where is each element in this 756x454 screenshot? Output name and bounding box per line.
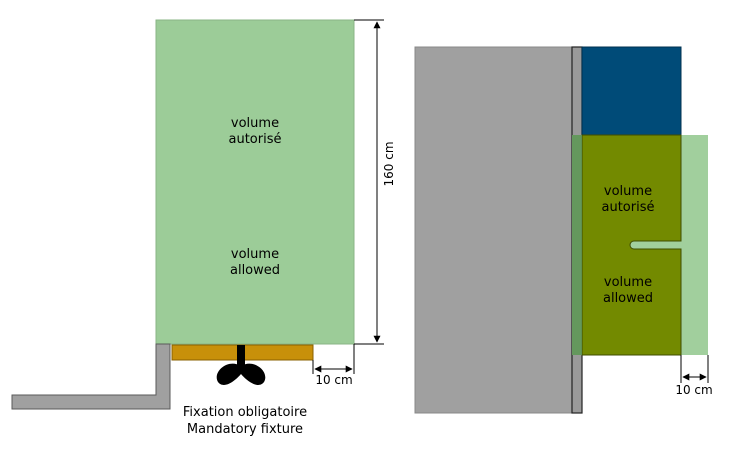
right-width-dimension-text: 10 cm [675,383,712,397]
left-width-dimension-text: 10 cm [315,373,352,387]
left-allowed-volume [155,19,355,345]
right-profile-overlay [572,135,582,355]
fixture-caption-fr: Fixation obligatoire [183,405,307,420]
left-wall-profile [11,343,171,410]
left-height-dimension-text: 160 cm [382,141,396,186]
fixture-caption-en: Mandatory fixture [187,422,303,437]
fixture-icon [216,345,266,385]
right-olive-block [581,134,682,356]
left-volume-label-en: volume allowed [230,247,280,278]
left-volume-label-fr: volume autorisé [229,116,282,147]
left-diagram: 160 cm 10 cm volume autorisé volume allowe… [11,19,396,437]
right-volume-label-en: volume allowed [603,275,653,306]
right-volume-label-fr: volume autorisé [602,184,655,215]
right-wall [414,46,573,414]
right-blue-block [581,46,682,136]
right-diagram: 10 cm volume autorisé volume allowed [414,46,713,414]
